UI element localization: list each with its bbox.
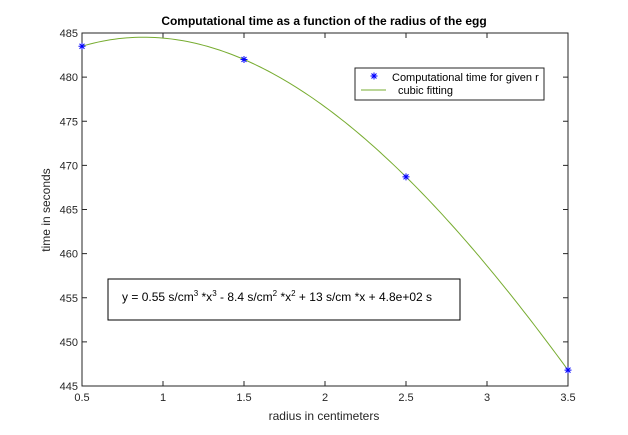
coef0: 4.8e+02 — [379, 290, 423, 304]
y-tick-label: 455 — [60, 293, 78, 305]
legend-asterisk — [370, 72, 378, 80]
legend-label-fit: cubic fitting — [398, 85, 453, 97]
equation-text: y = 0.55 s/cm3 *x3 - 8.4 s/cm2 *x2 + 13 … — [122, 289, 432, 304]
equation-annotation: y = 0.55 s/cm3 *x3 - 8.4 s/cm2 *x2 + 13 … — [107, 278, 461, 321]
y-tick-label: 445 — [60, 381, 78, 393]
y-tick-label: 450 — [60, 337, 78, 349]
legend: Computational time for given r cubic fit… — [354, 67, 545, 101]
data-markers — [78, 42, 572, 374]
x-tick-label: 1.5 — [236, 392, 251, 404]
legend-marker-swatch — [370, 72, 378, 80]
chart-title: Computational time as a function of the … — [161, 14, 486, 28]
coef3: 0.55 — [142, 290, 166, 304]
data-point — [78, 42, 86, 50]
y-tick-label: 485 — [60, 28, 78, 40]
y-tick-label: 465 — [60, 205, 78, 217]
data-point — [240, 55, 248, 63]
x-axis-ticks: 0.5 1 1.5 2 2.5 3 3.5 — [74, 33, 576, 404]
legend-label-data: Computational time for given r — [392, 72, 539, 84]
y-tick-label: 480 — [60, 72, 78, 84]
data-point — [402, 173, 410, 181]
data-point — [564, 366, 572, 374]
x-tick-label: 1 — [160, 392, 166, 404]
y-tick-label: 460 — [60, 249, 78, 261]
coef1: 13 — [309, 290, 323, 304]
y-tick-label: 475 — [60, 116, 78, 128]
x-tick-label: 0.5 — [74, 392, 89, 404]
legend-box — [354, 67, 545, 101]
coef2: 8.4 — [227, 290, 244, 304]
x-tick-label: 2 — [322, 392, 328, 404]
x-tick-label: 3.5 — [560, 392, 575, 404]
x-tick-label: 2.5 — [398, 392, 413, 404]
y-tick-label: 470 — [60, 160, 78, 172]
x-axis-label: radius in centimeters — [269, 409, 380, 423]
x-tick-label: 3 — [484, 392, 490, 404]
y-axis-label: time in seconds — [39, 168, 53, 251]
cubic-fit-line — [81, 36, 569, 371]
equation-box — [107, 278, 461, 321]
y-axis-ticks: 445 450 455 460 465 470 475 480 485 — [60, 28, 568, 393]
